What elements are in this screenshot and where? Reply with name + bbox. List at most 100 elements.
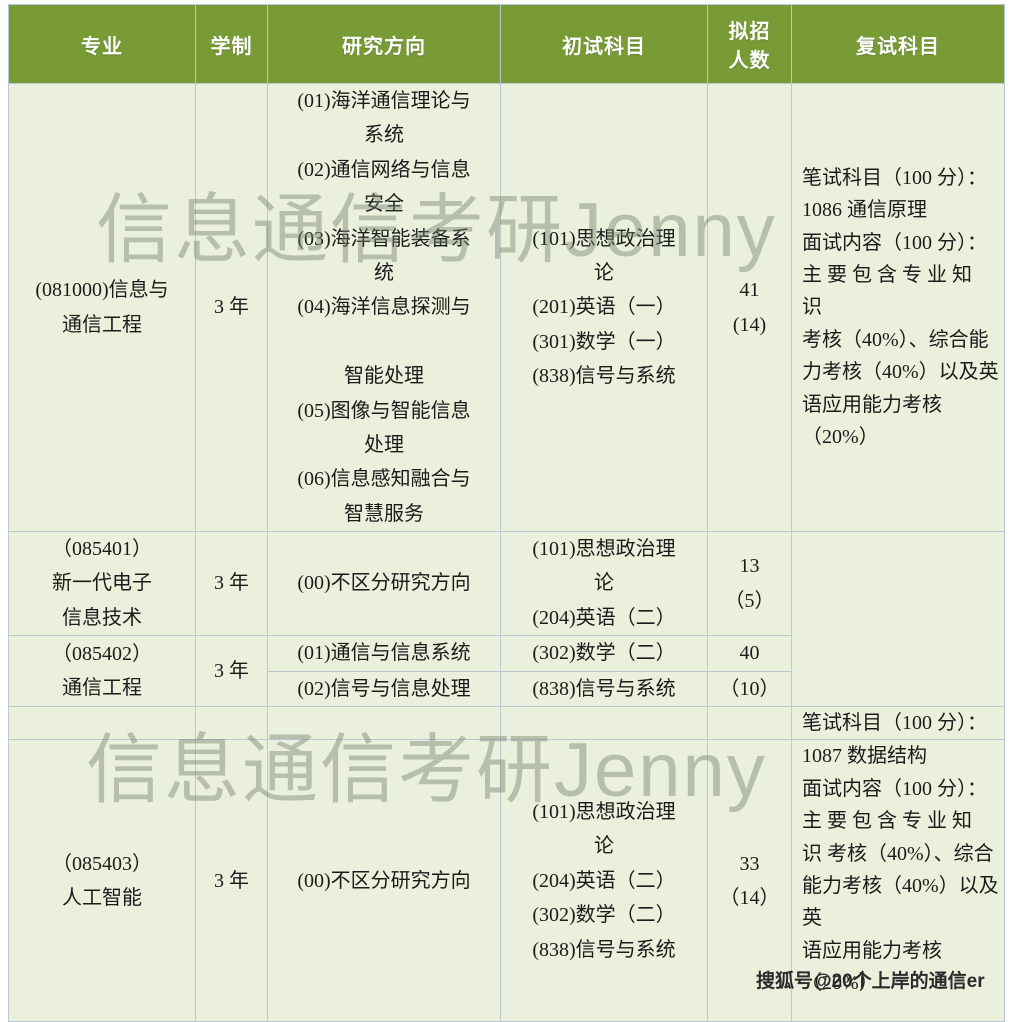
cell-first-exam-subjects: (101)思想政治理 论 (204)英语（二） <box>500 531 708 637</box>
table-body: (081000)信息与 通信工程 3 年 (01)海洋通信理论与 系统 (02)… <box>8 82 1005 1022</box>
direction-line: 系统 <box>364 124 404 147</box>
quota-main: 33 <box>739 852 760 875</box>
exam-subject-line: (838)信号与系统 <box>532 365 676 388</box>
exam-subject-line: (204)英语（二） <box>532 606 676 629</box>
direction-line: 处理 <box>364 433 404 456</box>
retest-line: 1086 通信原理 <box>802 199 927 222</box>
retest-line: 力考核（40%）以及英 <box>802 361 999 384</box>
table-header: 专业 学制 研究方向 初试科目 拟招 人数 复试科目 <box>8 4 1005 84</box>
retest-line: 笔试科目（100 分）： <box>802 166 987 189</box>
table-row: (02)信号与信息处理 (838)信号与系统 （10） <box>9 670 1005 708</box>
planned-enrollment-line-2: 人数 <box>728 50 771 72</box>
retest-line: 考核（40%）、综合能 <box>802 328 989 351</box>
exam-subject-line: 论 <box>594 572 614 595</box>
cell-empty-duration <box>195 706 268 741</box>
major-line-2: 人工智能 <box>62 886 142 909</box>
exam-subject-line: (201)英语（一） <box>532 296 676 319</box>
table-row: （085402） 通信工程 3 年 (01)通信与信息系统 (302)数学（二）… <box>8 635 1005 708</box>
major-line-2: 新一代电子 <box>52 572 152 595</box>
table-row: （085401） 新一代电子 信息技术 3 年 (00)不区分研究方向 (101… <box>8 531 1005 708</box>
major-line-1: （085402） <box>52 642 152 665</box>
planned-enrollment-line-1: 拟招 <box>728 21 771 43</box>
retest-line: 能力考核（40%）以及 <box>802 874 999 897</box>
cell-planned-enrollment: 13 （5） <box>707 531 792 637</box>
retest-line: 语应用能力考核 <box>802 939 942 962</box>
exam-subject-line: (101)思想政治理 <box>532 800 676 823</box>
major-line-1: （085403） <box>52 852 152 875</box>
cell-research-directions: (00)不区分研究方向 <box>267 531 501 637</box>
direction-line: 安全 <box>364 193 404 216</box>
cell-major: （085403） 人工智能 <box>8 739 196 1022</box>
retest-line: 英 <box>802 907 822 930</box>
cell-planned-enrollment-sub: （10） <box>707 670 792 708</box>
quota-sub: (14) <box>732 313 767 336</box>
direction-line: (05)图像与智能信息 <box>297 399 471 422</box>
retest-line: 1087 数据结构 <box>802 745 927 768</box>
retest-line: （20%） <box>802 972 879 995</box>
exam-subject-line: (101)思想政治理 <box>532 227 676 250</box>
column-header-planned-enrollment: 拟招 人数 <box>707 4 792 84</box>
table-row: （085403） 人工智能 3 年 (00)不区分研究方向 (101)思想政治理… <box>8 739 1005 1022</box>
cell-research-direction: (02)信号与信息处理 <box>267 670 501 708</box>
major-line-2: 通信工程 <box>62 677 142 700</box>
header-row: 专业 学制 研究方向 初试科目 拟招 人数 复试科目 <box>8 4 1005 84</box>
quota-main: 13 <box>739 555 760 578</box>
exam-subject-line: (838)信号与系统 <box>532 938 676 961</box>
cell-empty-major <box>8 706 196 741</box>
cell-research-directions: (00)不区分研究方向 <box>267 739 501 1022</box>
retest-line: 语应用能力考核 <box>802 393 942 416</box>
direction-line: 智慧服务 <box>344 502 424 525</box>
cell-duration: 3 年 <box>195 635 268 708</box>
admissions-table: 专业 学制 研究方向 初试科目 拟招 人数 复试科目 (081000)信息与 通… <box>8 4 1005 1022</box>
cell-retest-subjects: 笔试科目（100 分）： 1086 通信原理 面试内容（100 分）： 主 要 … <box>791 82 1005 533</box>
exam-subject-line: 论 <box>594 835 614 858</box>
column-header-research-direction: 研究方向 <box>267 4 501 84</box>
cell-retest-header-line: 笔试科目（100 分）： <box>791 706 1005 741</box>
retest-line: 主 要 包 含 专 业 知 <box>802 263 972 286</box>
retest-line: 面试内容（100 分）： <box>802 231 987 254</box>
column-header-retest-subjects: 复试科目 <box>791 4 1005 84</box>
cell-planned-enrollment: 33 （14） <box>707 739 792 1022</box>
quota-sub: （14） <box>719 886 780 909</box>
exam-subject-line: 论 <box>594 261 614 284</box>
cell-duration: 3 年 <box>195 531 268 637</box>
table-row-retest-header: 笔试科目（100 分）： <box>8 706 1005 741</box>
cell-planned-enrollment: 41 (14) <box>707 82 792 533</box>
cell-major: （085402） 通信工程 <box>8 635 196 708</box>
direction-line: (03)海洋智能装备系 <box>297 227 471 250</box>
quota-sub: （5） <box>724 589 775 612</box>
exam-subject-line: (101)思想政治理 <box>532 538 676 561</box>
exam-subject-line: (301)数学（一） <box>532 330 676 353</box>
cell-duration: 3 年 <box>195 739 268 1022</box>
direction-line: (02)通信网络与信息 <box>297 158 471 181</box>
table-row: (081000)信息与 通信工程 3 年 (01)海洋通信理论与 系统 (02)… <box>8 82 1005 533</box>
major-line-1: （085401） <box>52 538 152 561</box>
cell-first-exam-subjects: (101)思想政治理 论 (201)英语（一） (301)数学（一） (838)… <box>500 82 708 533</box>
column-header-duration: 学制 <box>195 4 268 84</box>
cell-retest-subjects-empty <box>791 531 1005 708</box>
cell-major: (081000)信息与 通信工程 <box>8 82 196 533</box>
major-line-1: (081000)信息与 <box>35 279 169 302</box>
direction-line-spacer <box>268 325 500 359</box>
direction-line: (01)海洋通信理论与 <box>297 90 471 112</box>
retest-line: 面试内容（100 分）： <box>802 777 987 800</box>
cell-first-exam-subjects: (101)思想政治理 论 (204)英语（二） (302)数学（二） (838)… <box>500 739 708 1022</box>
retest-line: （20%） <box>802 425 879 448</box>
cell-research-directions: (01)海洋通信理论与 系统 (02)通信网络与信息 安全 (03)海洋智能装备… <box>267 82 501 533</box>
retest-line: 识 考核（40%）、综合 <box>802 842 994 865</box>
cell-retest-subjects: 1087 数据结构 面试内容（100 分）： 主 要 包 含 专 业 知 识 考… <box>791 739 1005 1022</box>
cell-empty-quota <box>707 706 792 741</box>
retest-line: 识 <box>802 296 822 319</box>
exam-subject-line: (302)数学（二） <box>532 904 676 927</box>
major-line-2: 通信工程 <box>62 313 142 336</box>
quota-main: 41 <box>739 279 760 302</box>
cell-first-exam-subject: (838)信号与系统 <box>500 670 708 708</box>
retest-line: 主 要 包 含 专 业 知 <box>802 810 972 833</box>
direction-line: 统 <box>374 261 394 284</box>
cell-empty-direction <box>267 706 501 741</box>
major-line-3: 信息技术 <box>62 606 142 629</box>
exam-subject-line: (204)英语（二） <box>532 869 676 892</box>
cell-major: （085401） 新一代电子 信息技术 <box>8 531 196 637</box>
cell-duration: 3 年 <box>195 82 268 533</box>
